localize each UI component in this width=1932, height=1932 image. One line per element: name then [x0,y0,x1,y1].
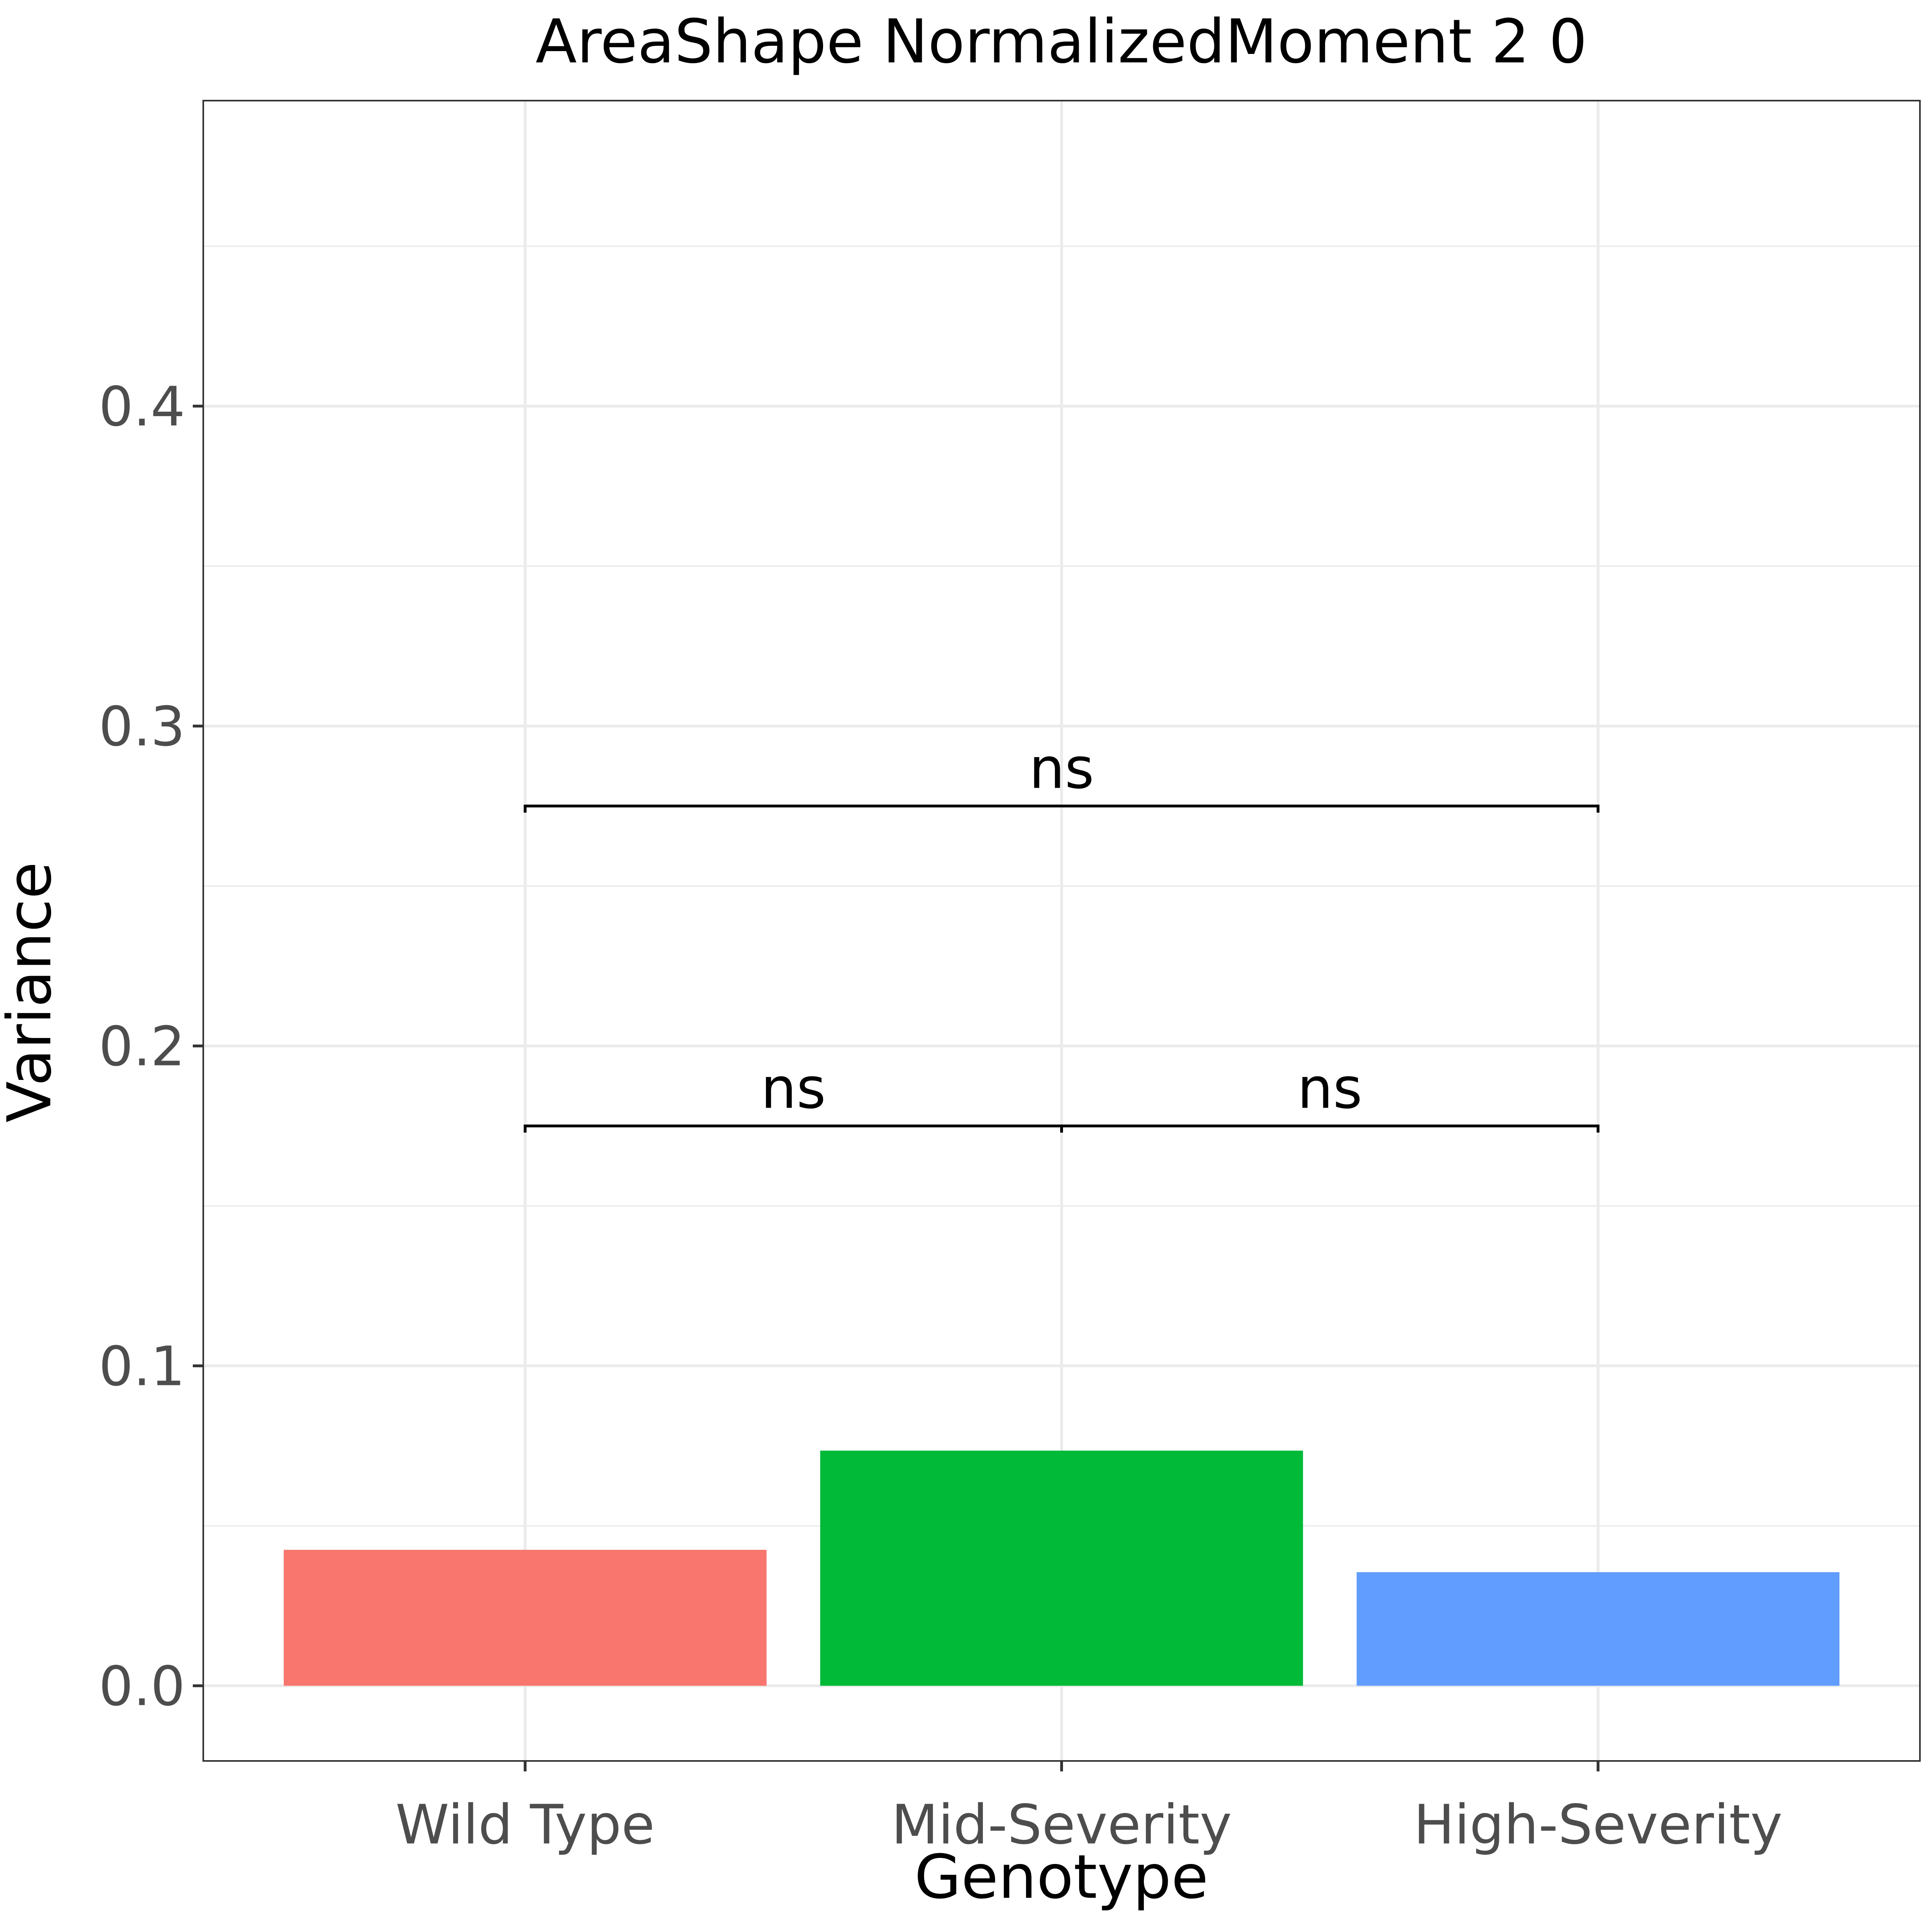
significance-label: ns [1029,736,1094,802]
significance-bracket [1060,1124,1600,1133]
x-axis-title: Genotype [914,1842,1208,1912]
significance-label: ns [761,1056,826,1121]
x-tick-label: High-Severity [1414,1793,1783,1856]
x-tick-label: Mid-Severity [892,1793,1232,1856]
significance-label: ns [1297,1056,1362,1121]
y-tick-label: 0.2 [99,1015,185,1078]
y-axis-title: Variance [0,862,65,1123]
bar-mid-severity [820,1451,1303,1686]
grid-lines [203,101,1920,1761]
bars [283,1451,1840,1686]
y-tick-label: 0.0 [99,1655,185,1718]
chart-title: AreaShape NormalizedMoment 2 0 [536,7,1587,77]
bar-high-severity [1356,1572,1840,1686]
y-tick-label: 0.1 [99,1335,185,1398]
axes: 0.0 0.1 0.2 0.3 0.4 Wild Type Mid-Severity High… [99,375,1782,1856]
x-tick-label: Wild Type [396,1793,655,1856]
y-tick-label: 0.3 [99,695,185,758]
bar-wild-type [283,1550,767,1686]
significance-brackets: ns ns ns [524,736,1600,1133]
y-tick-label: 0.4 [99,375,185,438]
significance-bracket [524,805,1600,813]
